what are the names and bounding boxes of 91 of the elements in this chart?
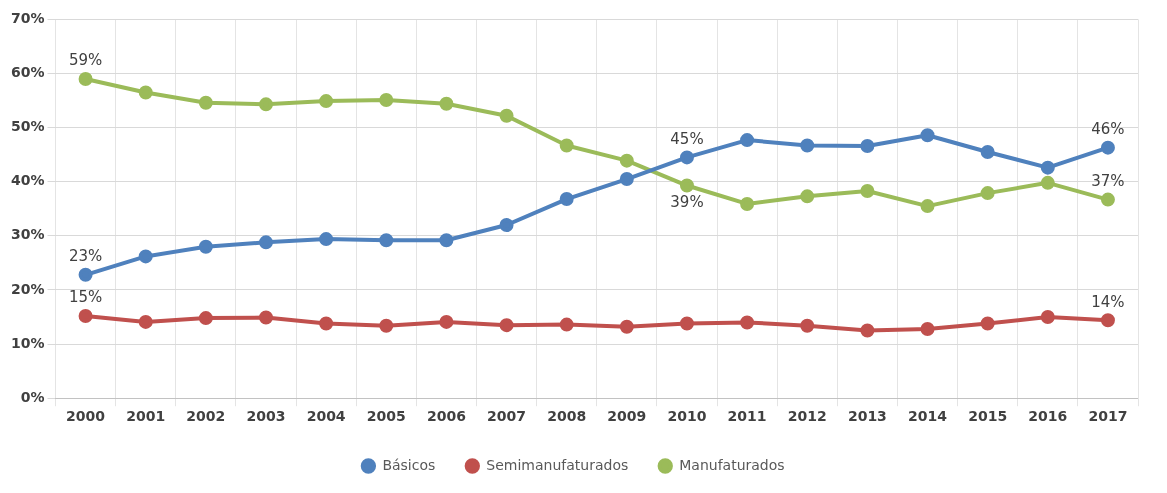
y-tick-label: 0% [20,388,45,405]
point [138,249,153,264]
point [740,196,755,211]
point [78,71,93,86]
y-tick-label: 50% [10,118,45,135]
point [198,239,213,254]
point [860,323,875,338]
point [860,139,875,154]
data-label: 45% [670,129,704,148]
point [1040,310,1055,325]
y-tick-label: 40% [10,172,45,189]
point [740,133,755,148]
x-tick-label: 2014 [908,408,948,425]
point [1040,175,1055,190]
point [78,267,93,282]
x-tick-label: 2003 [246,408,286,425]
legend-label: Semimanufaturados [486,456,629,473]
point [679,178,694,193]
point [439,96,454,111]
x-tick-label: 2010 [667,408,707,425]
point [619,172,634,187]
point [980,316,995,331]
point [920,321,935,336]
data-label: 59% [68,51,103,70]
point [800,318,815,333]
point [559,138,574,153]
point [740,315,755,330]
point [198,311,213,326]
point [800,138,815,153]
data-label: 15% [68,288,103,307]
point [499,218,514,233]
x-tick-label: 2002 [186,408,226,425]
point [1040,160,1055,175]
x-tick-label: 2008 [547,408,587,425]
point [379,233,394,248]
point [619,153,634,168]
point [78,308,93,323]
x-tick-label: 2009 [607,408,647,425]
point [379,93,394,108]
point [980,186,995,201]
y-tick-label: 30% [10,226,45,243]
point [679,316,694,331]
x-tick-label: 2015 [968,408,1008,425]
point [258,97,273,112]
point [198,95,213,110]
x-tick-label: 2012 [787,408,827,425]
point [619,319,634,334]
data-label: 46% [1091,120,1125,139]
point [439,314,454,329]
point [319,94,334,109]
point [559,317,574,332]
y-tick-label: 10% [10,334,45,351]
point [319,232,334,247]
x-tick-label: 2017 [1088,408,1128,425]
point [920,199,935,214]
point [1100,192,1115,207]
legend-label: Básicos [382,456,436,473]
data-label: 23% [68,247,103,266]
point [1100,140,1115,155]
point [1100,313,1115,328]
x-tick-label: 2006 [426,408,466,425]
y-tick-label: 20% [10,280,45,297]
x-tick-label: 2000 [66,408,106,425]
y-tick-label: 70% [10,10,45,27]
x-tick-label: 2007 [487,408,527,425]
point [319,316,334,331]
point [138,314,153,329]
data-label: 39% [670,192,704,211]
data-label: 37% [1091,171,1125,190]
point [800,189,815,204]
point [439,233,454,248]
point [258,235,273,250]
x-tick-label: 2004 [306,408,346,425]
x-tick-label: 2005 [366,408,406,425]
point [138,85,153,100]
x-tick-label: 2016 [1028,408,1068,425]
x-tick-label: 2011 [727,408,767,425]
point [379,318,394,333]
y-tick-label: 60% [10,64,45,81]
point [499,318,514,333]
point [499,108,514,123]
point [980,144,995,159]
x-tick-label: 2001 [126,408,166,425]
data-label: 14% [1091,292,1125,311]
point [258,310,273,325]
point [559,192,574,207]
legend-label: Manufaturados [679,456,785,473]
point [679,150,694,165]
point [920,128,935,143]
x-tick-label: 2013 [847,408,887,425]
point [860,183,875,198]
